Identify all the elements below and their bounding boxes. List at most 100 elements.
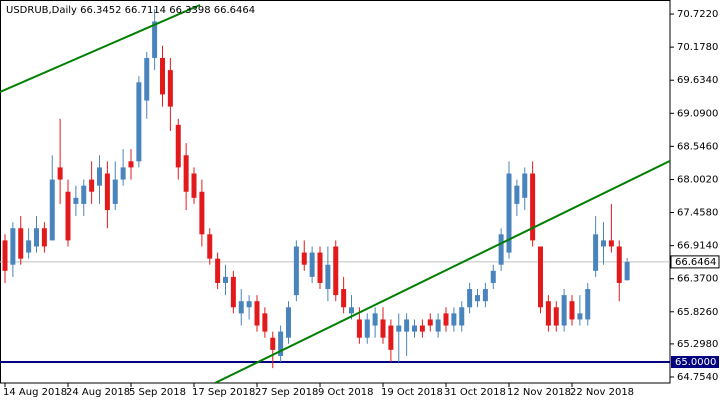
candle-body bbox=[624, 261, 630, 281]
candle-body bbox=[616, 246, 622, 283]
candle-body bbox=[459, 307, 465, 326]
y-tick-label: 66.3700 bbox=[677, 274, 718, 285]
x-tick-label: 12 Nov 2018 bbox=[507, 387, 571, 398]
candle-body bbox=[301, 252, 307, 265]
y-tick-label: 68.5460 bbox=[677, 141, 718, 152]
candle-body bbox=[309, 252, 315, 277]
x-tick-label: 5 Sep 2018 bbox=[129, 387, 186, 398]
candle-body bbox=[333, 246, 339, 296]
candle-body bbox=[199, 191, 205, 235]
candle-body bbox=[238, 301, 244, 314]
price-label: 66.6464 bbox=[675, 257, 716, 268]
candle-body bbox=[89, 179, 95, 192]
candle-body bbox=[569, 301, 575, 320]
y-tick-label: 68.0020 bbox=[677, 174, 718, 185]
trendline bbox=[0, 4, 201, 93]
y-tick-label: 69.0900 bbox=[677, 108, 718, 119]
chart-title: USDRUB,Daily 66.3452 66.7114 66.3398 66.… bbox=[6, 5, 255, 16]
candle-body bbox=[427, 319, 433, 326]
candle-body bbox=[380, 319, 386, 338]
candle-body bbox=[498, 234, 504, 265]
level-box bbox=[671, 356, 719, 369]
candle-body bbox=[215, 258, 221, 283]
candle-body bbox=[593, 234, 599, 271]
candle-body bbox=[538, 246, 543, 308]
candle-body bbox=[506, 173, 512, 253]
candle-body bbox=[128, 161, 134, 168]
x-tick-label: 24 Aug 2018 bbox=[66, 387, 130, 398]
candle-body bbox=[545, 301, 551, 326]
candle-body bbox=[191, 173, 197, 198]
candle-body bbox=[482, 289, 488, 302]
trendlines bbox=[0, 4, 670, 383]
y-tick-label: 65.2980 bbox=[677, 339, 718, 350]
candle-body bbox=[522, 173, 528, 198]
x-tick-label: 19 Oct 2018 bbox=[381, 387, 443, 398]
candle-body bbox=[561, 295, 567, 326]
candle-body bbox=[286, 307, 291, 338]
y-tick-label: 67.4580 bbox=[677, 208, 718, 219]
candle-body bbox=[412, 325, 417, 332]
y-tick-label: 66.9140 bbox=[677, 241, 718, 252]
candle-body bbox=[514, 185, 520, 204]
candle-body bbox=[435, 319, 441, 332]
candle-body bbox=[81, 185, 87, 204]
candle-body bbox=[475, 295, 480, 302]
candle-body bbox=[341, 289, 347, 308]
candle-body bbox=[57, 167, 63, 180]
candle-body bbox=[160, 57, 165, 95]
candle-body bbox=[553, 307, 559, 326]
candle-body bbox=[404, 319, 410, 332]
candle-body bbox=[112, 179, 118, 204]
candle-body bbox=[152, 21, 158, 58]
candle-body bbox=[577, 313, 583, 320]
x-tick-label: 9 Oct 2018 bbox=[318, 387, 373, 398]
level-label: 65.0000 bbox=[675, 357, 716, 368]
plot-frame bbox=[0, 0, 671, 384]
candle-body bbox=[443, 313, 449, 326]
x-tick-label: 31 Oct 2018 bbox=[444, 387, 506, 398]
y-tick-label: 70.7220 bbox=[677, 9, 718, 20]
candle-body bbox=[451, 313, 457, 326]
candle-body bbox=[317, 252, 323, 283]
candle-body bbox=[388, 325, 394, 350]
candle-body bbox=[349, 307, 354, 314]
candle-body bbox=[585, 289, 591, 320]
candle-body bbox=[262, 313, 268, 332]
candle-body bbox=[120, 167, 126, 180]
candle-body bbox=[364, 319, 370, 338]
candle-body bbox=[246, 301, 252, 308]
candle-body bbox=[73, 197, 79, 204]
plot-area bbox=[0, 9, 670, 369]
candle-body bbox=[608, 240, 614, 247]
y-tick-label: 70.1780 bbox=[677, 42, 718, 53]
y-tick-label: 64.7540 bbox=[677, 372, 718, 383]
candle-body bbox=[207, 234, 213, 259]
candle-body bbox=[97, 167, 102, 186]
candle-body bbox=[356, 319, 362, 338]
candle-body bbox=[49, 179, 55, 241]
candle-body bbox=[104, 173, 110, 210]
candle-body bbox=[467, 289, 473, 308]
candle-body bbox=[26, 240, 32, 253]
x-tick-label: 27 Sep 2018 bbox=[255, 387, 318, 398]
candle-body bbox=[270, 337, 276, 350]
candle-body bbox=[144, 57, 150, 101]
candle-body bbox=[278, 331, 284, 356]
candle-body bbox=[2, 240, 8, 271]
candle-body bbox=[325, 264, 331, 290]
candle-body bbox=[10, 228, 16, 265]
candle-body bbox=[183, 155, 189, 192]
candle-body bbox=[175, 124, 181, 168]
candle-body bbox=[372, 313, 378, 326]
candle-body bbox=[230, 276, 236, 308]
x-tick-label: 14 Aug 2018 bbox=[3, 387, 67, 398]
candle-body bbox=[223, 276, 228, 283]
candle-body bbox=[136, 82, 142, 162]
candle-body bbox=[530, 173, 536, 241]
candle-body bbox=[65, 191, 71, 241]
candle-body bbox=[167, 70, 173, 107]
candle-body bbox=[601, 240, 606, 247]
candle-body bbox=[254, 301, 260, 326]
